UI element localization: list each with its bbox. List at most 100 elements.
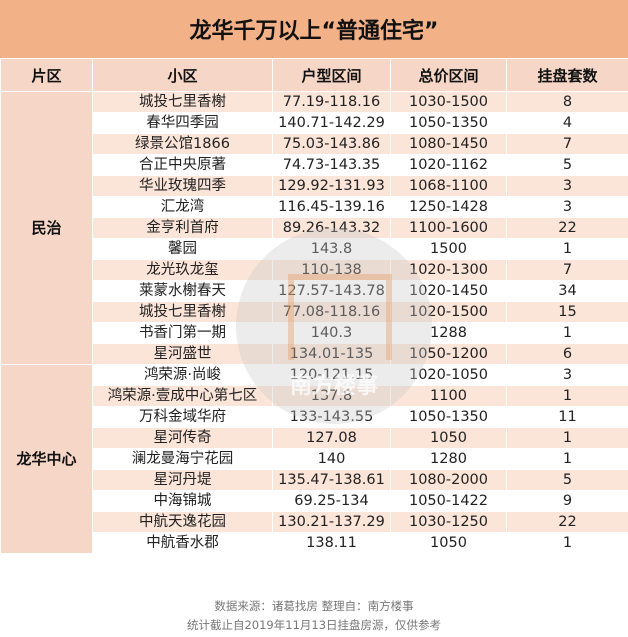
size-range-cell: 138.11 bbox=[272, 532, 391, 554]
footer-note: 统计截止自2019年11月13日挂盘房源，仅供参考 bbox=[186, 618, 442, 632]
listing-count-cell: 34 bbox=[506, 280, 628, 302]
listing-count-cell: 1 bbox=[506, 238, 628, 260]
size-range-cell: 116.45-139.16 bbox=[272, 196, 391, 218]
table-row: 城投七里香榭 77.08-118.16 1020-1500 15 bbox=[1, 301, 628, 323]
community-cell: 金亨利首府 bbox=[92, 217, 273, 239]
listing-count-cell: 1 bbox=[506, 532, 628, 554]
table-row: 中航天逸花园 130.21-137.29 1030-1250 22 bbox=[1, 511, 628, 533]
listing-count-cell: 6 bbox=[506, 343, 628, 365]
table-row: 星河传奇 127.08 1050 1 bbox=[1, 427, 628, 449]
size-range-cell: 89.26-143.32 bbox=[272, 217, 391, 239]
community-cell: 春华四季园 bbox=[92, 112, 273, 134]
size-range-cell: 140.71-142.29 bbox=[272, 112, 391, 134]
size-range-cell: 137.8 bbox=[272, 385, 391, 407]
size-range-cell: 135.47-138.61 bbox=[272, 469, 391, 491]
price-range-cell: 1280 bbox=[390, 448, 507, 470]
header-price-range: 总价区间 bbox=[390, 58, 507, 92]
price-range-cell: 1050 bbox=[390, 532, 507, 554]
listing-count-cell: 9 bbox=[506, 490, 628, 512]
table-row: 春华四季园 140.71-142.29 1050-1350 4 bbox=[1, 112, 628, 134]
size-range-cell: 129.92-131.93 bbox=[272, 175, 391, 197]
table-row: 民治 城投七里香榭 77.19-118.16 1030-1500 8 bbox=[0, 91, 628, 365]
listing-count-cell: 5 bbox=[506, 469, 628, 491]
table-row: 馨园 143.8 1500 1 bbox=[1, 238, 628, 260]
size-range-cell: 140 bbox=[272, 448, 391, 470]
community-cell: 城投七里香榭 bbox=[92, 91, 273, 113]
price-range-cell: 1050-1200 bbox=[390, 343, 507, 365]
table-row: 绿景公馆1866 75.03-143.86 1080-1450 7 bbox=[1, 133, 628, 155]
community-cell: 书香门第一期 bbox=[92, 322, 273, 344]
size-range-cell: 134.01-135 bbox=[272, 343, 391, 365]
header-community: 小区 bbox=[92, 58, 273, 92]
price-range-cell: 1100 bbox=[390, 385, 507, 407]
listing-count-cell: 5 bbox=[506, 154, 628, 176]
price-range-cell: 1050-1422 bbox=[390, 490, 507, 512]
community-cell: 绿景公馆1866 bbox=[92, 133, 273, 155]
listing-count-cell: 1 bbox=[506, 385, 628, 407]
listing-count-cell: 7 bbox=[506, 259, 628, 281]
community-cell: 合正中央原著 bbox=[92, 154, 273, 176]
community-cell: 万科金域华府 bbox=[92, 406, 273, 428]
table-row: 澜龙曼海宁花园 140 1280 1 bbox=[1, 448, 628, 470]
table-row: 莱蒙水榭春天 127.57-143.78 1020-1450 34 bbox=[1, 280, 628, 302]
community-cell: 馨园 bbox=[92, 238, 273, 260]
listing-table: 片区 小区 户型区间 总价区间 挂盘套数 民治 城投七里香榭 77.19-118.1… bbox=[0, 58, 628, 554]
community-cell: 鸿荣源·壹成中心第七区 bbox=[92, 385, 273, 407]
listing-count-cell: 1 bbox=[506, 448, 628, 470]
price-range-cell: 1050-1350 bbox=[390, 112, 507, 134]
size-range-cell: 77.08-118.16 bbox=[272, 301, 391, 323]
community-cell: 中航香水郡 bbox=[92, 532, 273, 554]
community-cell: 华业玫瑰四季 bbox=[92, 175, 273, 197]
listing-count-cell: 3 bbox=[506, 175, 628, 197]
price-range-cell: 1020-1500 bbox=[390, 301, 507, 323]
size-range-cell: 75.03-143.86 bbox=[272, 133, 391, 155]
listing-count-cell: 1 bbox=[506, 322, 628, 344]
size-range-cell: 74.73-143.35 bbox=[272, 154, 391, 176]
price-range-cell: 1250-1428 bbox=[390, 196, 507, 218]
price-range-cell: 1050-1350 bbox=[390, 406, 507, 428]
footer-source: 数据来源：诸葛找房 整理自：南方楼事 bbox=[214, 599, 414, 613]
district-cell: 龙华中心 bbox=[0, 364, 93, 554]
listing-count-cell: 11 bbox=[506, 406, 628, 428]
price-range-cell: 1020-1300 bbox=[390, 259, 507, 281]
price-range-cell: 1100-1600 bbox=[390, 217, 507, 239]
table-row: 中航香水郡 138.11 1050 1 bbox=[1, 532, 628, 554]
community-cell: 城投七里香榭 bbox=[92, 301, 273, 323]
size-range-cell: 77.19-118.16 bbox=[272, 91, 391, 113]
size-range-cell: 110-138 bbox=[272, 259, 391, 281]
price-range-cell: 1020-1050 bbox=[390, 364, 507, 386]
listing-count-cell: 7 bbox=[506, 133, 628, 155]
listing-count-cell: 15 bbox=[506, 301, 628, 323]
table-row: 书香门第一期 140.3 1288 1 bbox=[1, 322, 628, 344]
size-range-cell: 133-143.55 bbox=[272, 406, 391, 428]
community-cell: 中航天逸花园 bbox=[92, 511, 273, 533]
community-cell: 星河盛世 bbox=[92, 343, 273, 365]
table-row: 中海锦城 69.25-134 1050-1422 9 bbox=[1, 490, 628, 512]
table-row: 华业玫瑰四季 129.92-131.93 1068-1100 3 bbox=[1, 175, 628, 197]
price-range-cell: 1050 bbox=[390, 427, 507, 449]
district-cell: 民治 bbox=[0, 91, 93, 365]
community-cell: 莱蒙水榭春天 bbox=[92, 280, 273, 302]
price-range-cell: 1288 bbox=[390, 322, 507, 344]
size-range-cell: 127.08 bbox=[272, 427, 391, 449]
page-title: 龙华千万以上“普通住宅” bbox=[0, 0, 628, 59]
size-range-cell: 69.25-134 bbox=[272, 490, 391, 512]
listing-count-cell: 22 bbox=[506, 217, 628, 239]
price-range-cell: 1030-1250 bbox=[390, 511, 507, 533]
community-cell: 汇龙湾 bbox=[92, 196, 273, 218]
price-range-cell: 1020-1162 bbox=[390, 154, 507, 176]
community-cell: 鸿荣源·尚峻 bbox=[92, 364, 273, 386]
price-range-cell: 1020-1450 bbox=[390, 280, 507, 302]
price-range-cell: 1500 bbox=[390, 238, 507, 260]
table-row: 万科金域华府 133-143.55 1050-1350 11 bbox=[1, 406, 628, 428]
listing-count-cell: 22 bbox=[506, 511, 628, 533]
size-range-cell: 127.57-143.78 bbox=[272, 280, 391, 302]
listing-count-cell: 1 bbox=[506, 427, 628, 449]
size-range-cell: 143.8 bbox=[272, 238, 391, 260]
price-range-cell: 1030-1500 bbox=[390, 91, 507, 113]
community-cell: 澜龙曼海宁花园 bbox=[92, 448, 273, 470]
price-range-cell: 1080-1450 bbox=[390, 133, 507, 155]
table-row: 合正中央原著 74.73-143.35 1020-1162 5 bbox=[1, 154, 628, 176]
size-range-cell: 130.21-137.29 bbox=[272, 511, 391, 533]
